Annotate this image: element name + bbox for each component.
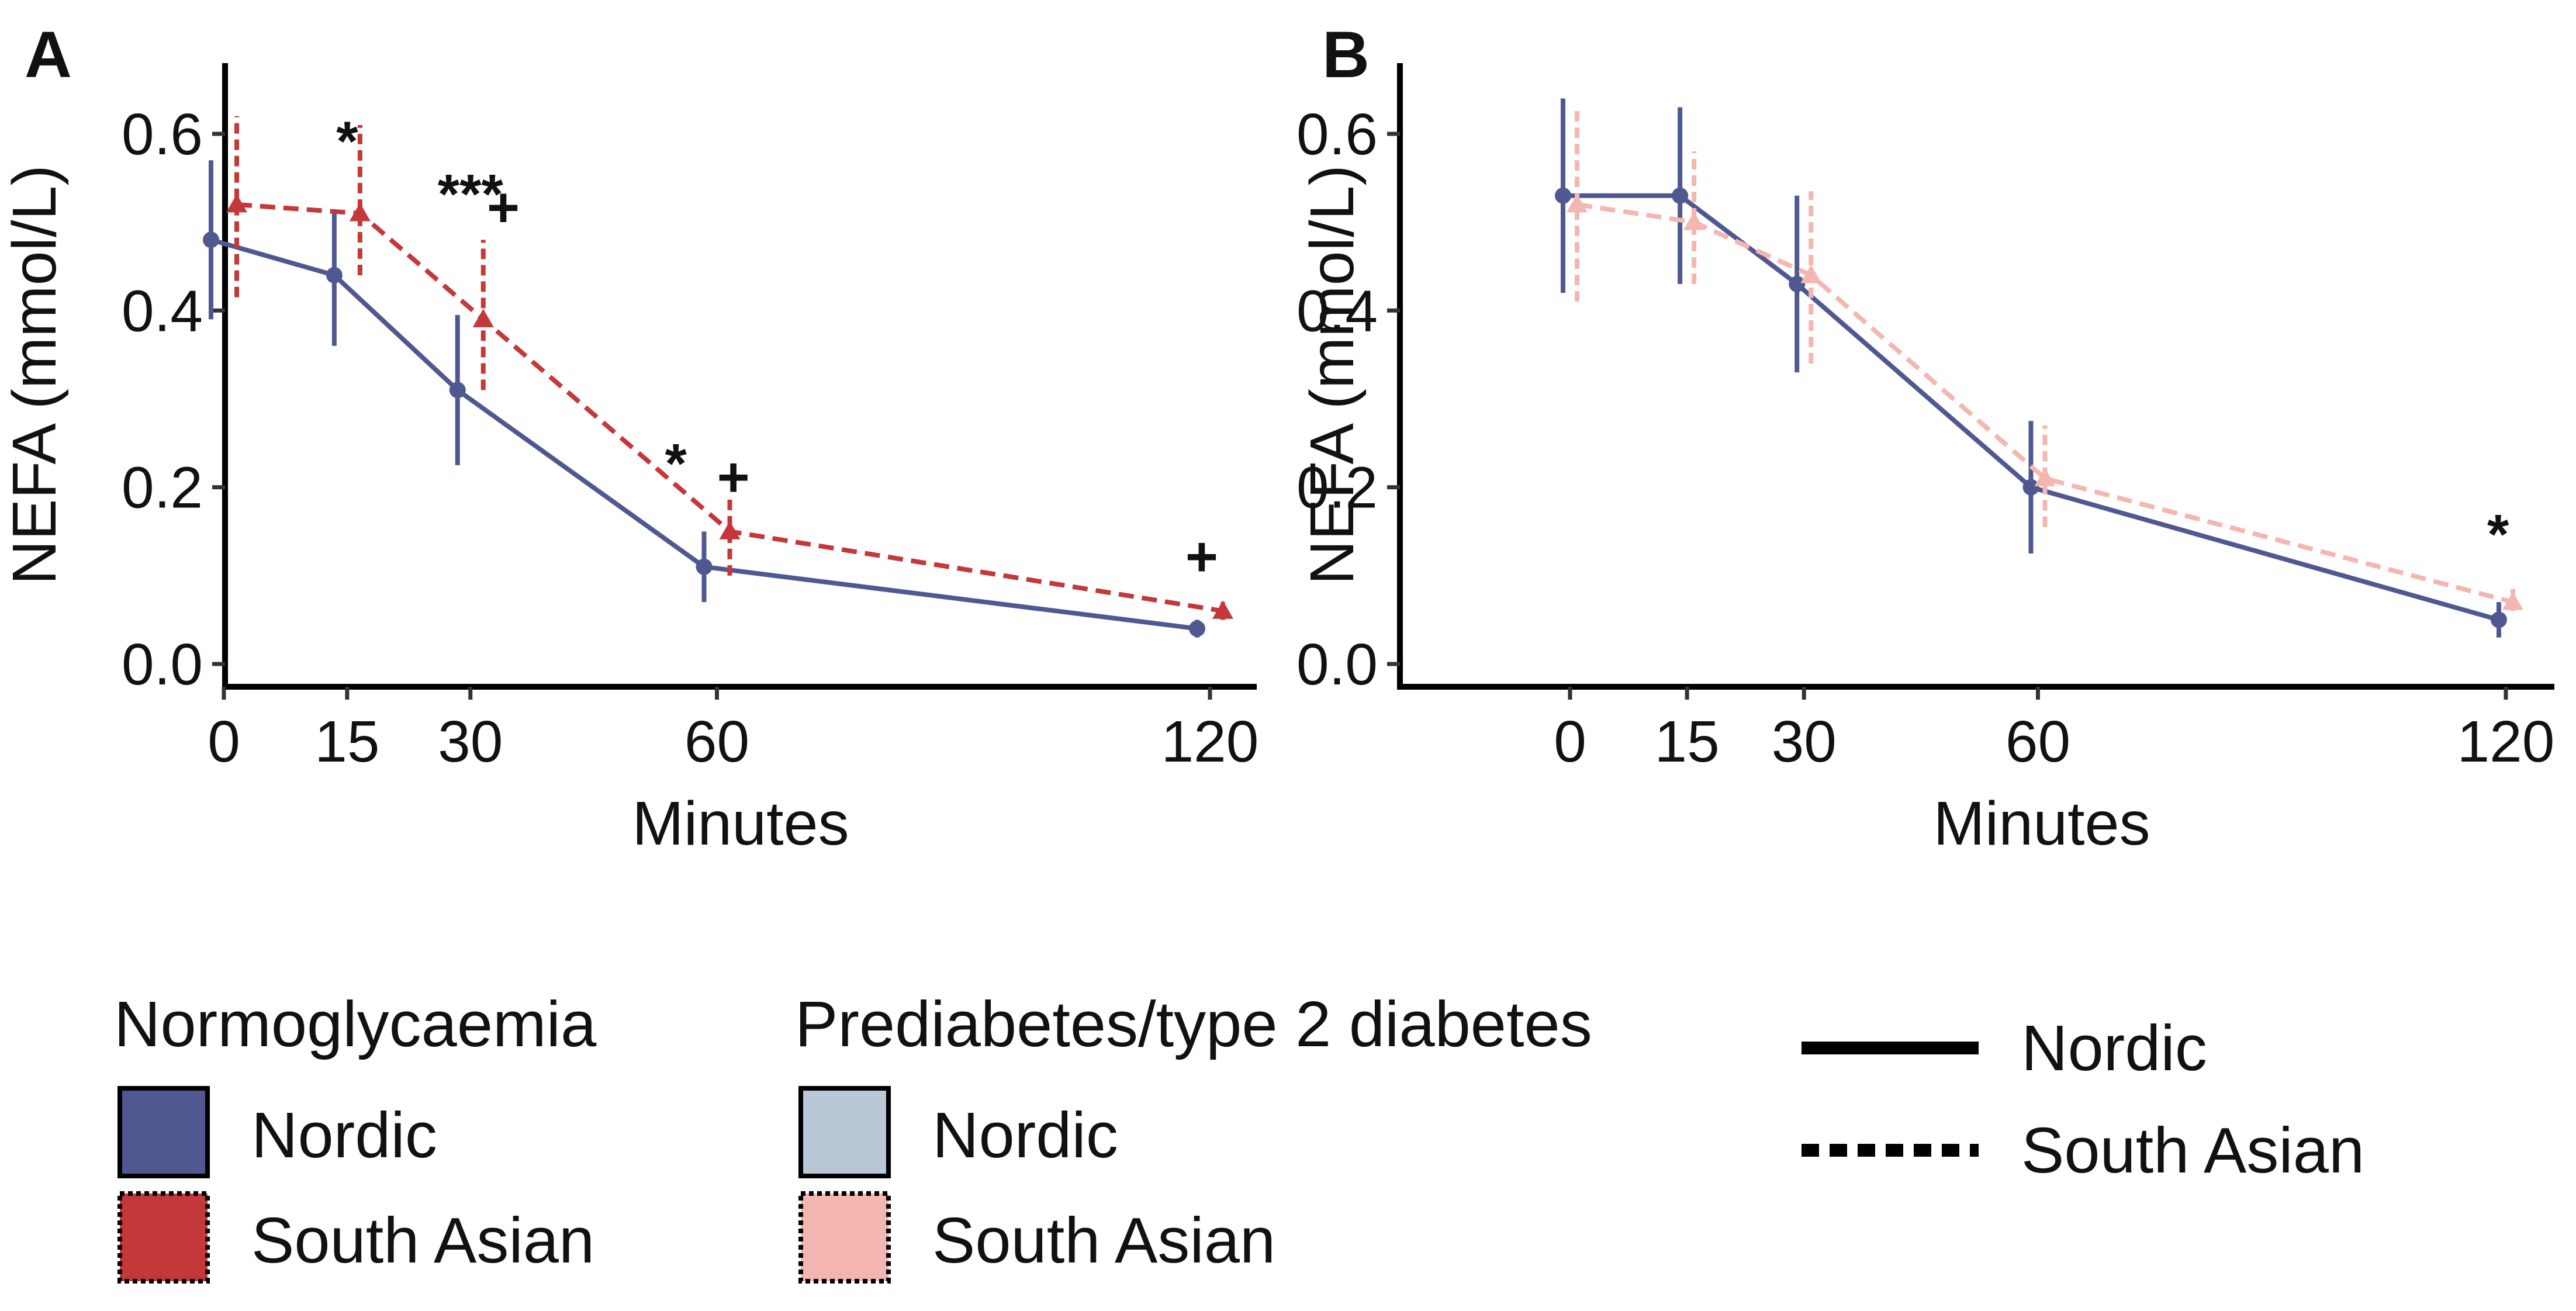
legend-group-title: Prediabetes/type 2 diabetes (795, 988, 1592, 1060)
significance-marker: + (1185, 525, 1218, 588)
legend-swatch (798, 1191, 891, 1284)
data-point (1789, 275, 1806, 292)
y-tick-label: 0.6 (1296, 102, 1378, 167)
series-nordic (203, 160, 1205, 638)
plot-area: 0.0 0.2 0.4 0.6 0 15 30 60 120 Minutes NEFA (mmol/… (1296, 63, 2554, 858)
legend-item-label: Nordic (932, 1099, 1118, 1171)
data-point (226, 193, 247, 213)
legend-swatch (117, 1086, 210, 1178)
data-point (326, 267, 343, 283)
series-line (1563, 193, 2500, 622)
data-point (2022, 479, 2039, 496)
x-tick-label: 120 (2457, 709, 2555, 774)
x-tick-label: 30 (438, 709, 503, 774)
significance-marker: + (717, 446, 750, 509)
data-point (1567, 193, 1588, 213)
series-south-asian (226, 116, 1233, 620)
plot-area: 0.0 0.2 0.4 0.6 0 15 30 60 120 Minutes NEFA (mmol/… (0, 63, 1258, 858)
significance-marker: * (336, 110, 358, 172)
y-axis-title: NEFA (mmol/L) (0, 165, 69, 585)
x-tick-label: 60 (684, 709, 749, 774)
data-point (203, 231, 219, 248)
data-point (2034, 468, 2056, 487)
significance-marker: * (2487, 503, 2509, 566)
x-tick-label: 60 (2006, 709, 2070, 774)
data-point (1555, 187, 1571, 204)
significance-marker: * (665, 433, 687, 495)
data-point (719, 521, 741, 539)
legend-item-label: South Asian (932, 1205, 1275, 1277)
y-tick-label: 0.0 (1296, 632, 1378, 697)
data-point (1683, 212, 1705, 230)
data-point (1189, 620, 1205, 637)
x-tick-label: 30 (1772, 709, 1837, 774)
y-axis-title: NEFA (mmol/L) (1298, 165, 1367, 585)
legend-group: Prediabetes/type 2 diabetes Nordic South A… (795, 988, 1592, 1284)
data-point (1672, 187, 1689, 204)
x-tick-label: 15 (1655, 709, 1720, 774)
data-point (349, 203, 371, 222)
legend-linetype-label: Nordic (2021, 1012, 2207, 1084)
data-point (1212, 600, 1233, 619)
legend-group: Normoglycaemia Nordic South Asian (114, 988, 597, 1284)
legend-swatch (798, 1086, 891, 1178)
data-point (696, 558, 713, 575)
series-south-asian (1567, 107, 2523, 611)
data-point (2502, 591, 2523, 610)
data-point (1800, 264, 1822, 283)
y-tick-label: 0.2 (1296, 455, 1378, 521)
x-tick-label: 0 (208, 709, 240, 774)
y-tick-label: 0.0 (122, 632, 203, 697)
panel-b: B 0.0 0.2 0.4 0.6 0 15 30 60 120 Minutes NEFA (mmo… (1296, 18, 2554, 858)
legend-linetype-label: South Asian (2021, 1115, 2364, 1187)
legend-swatch (117, 1191, 210, 1284)
significance-marker: *** (438, 163, 504, 226)
data-point (472, 309, 494, 327)
y-tick-label: 0.2 (122, 455, 203, 521)
x-tick-label: 15 (314, 709, 379, 774)
panel-label: A (25, 18, 72, 91)
legend-item-label: South Asian (251, 1205, 594, 1277)
panel-label: B (1322, 18, 1370, 91)
x-tick-label: 0 (1554, 709, 1586, 774)
y-tick-label: 0.6 (122, 102, 203, 167)
x-axis-title: Minutes (632, 789, 849, 858)
y-tick-label: 0.4 (1296, 278, 1378, 344)
legend-item-label: Nordic (251, 1099, 437, 1171)
data-point (2491, 611, 2507, 628)
significance-marker: + (487, 177, 520, 239)
series-nordic (1555, 98, 2507, 638)
data-point (449, 382, 466, 399)
x-tick-label: 120 (1161, 709, 1259, 774)
series-line (1576, 202, 2514, 605)
legend-group-title: Normoglycaemia (114, 988, 597, 1060)
y-tick-label: 0.4 (122, 278, 203, 344)
panel-a: A 0.0 0.2 0.4 0.6 0 15 30 60 120 Minutes NEFA (mmo… (0, 18, 1258, 858)
x-axis-title: Minutes (1933, 789, 2150, 858)
